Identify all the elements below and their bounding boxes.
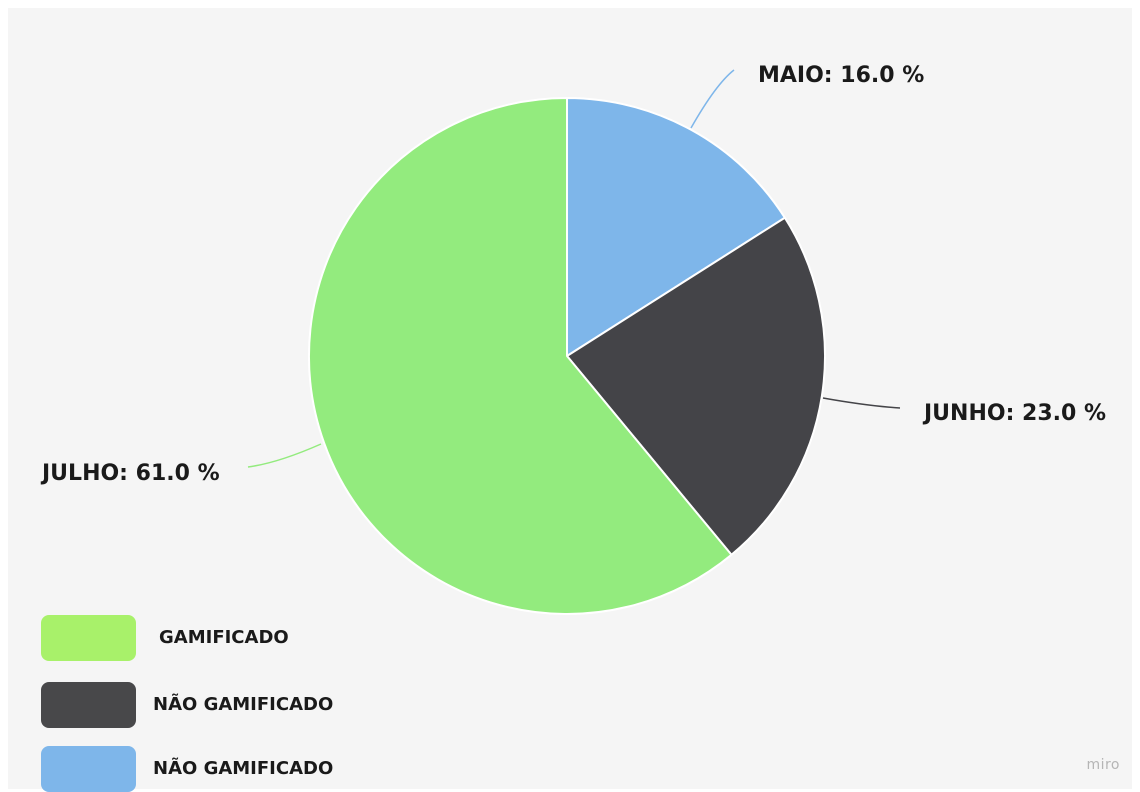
legend-label: NÃO GAMIFICADO: [153, 758, 334, 779]
legend-swatch: [41, 682, 136, 728]
legend-swatch: [41, 746, 136, 792]
legend-label: NÃO GAMIFICADO: [153, 694, 334, 715]
miro-watermark: miro: [1086, 757, 1120, 773]
legend-swatch: [41, 615, 136, 661]
leader-line-maio: [690, 69, 735, 129]
slice-label-julho: JULHO: 61.0 %: [40, 461, 220, 486]
pie-slice-maio: [566, 97, 786, 357]
pie-chart: MAIO: 16.0 % JUNHO: 23.0 % JULHO: 61.0 %: [40, 63, 1106, 615]
slice-label-junho: JUNHO: 23.0 %: [922, 401, 1106, 426]
pie-slice-junho: [566, 216, 826, 556]
legend-label: GAMIFICADO: [159, 627, 289, 648]
chart-board: MAIO: 16.0 % JUNHO: 23.0 % JULHO: 61.0 % G…: [8, 8, 1132, 792]
leader-line-julho: [247, 443, 322, 468]
pie-slice-julho: [308, 97, 733, 615]
leader-line-junho: [822, 397, 901, 409]
slice-label-maio: MAIO: 16.0 %: [758, 63, 924, 88]
